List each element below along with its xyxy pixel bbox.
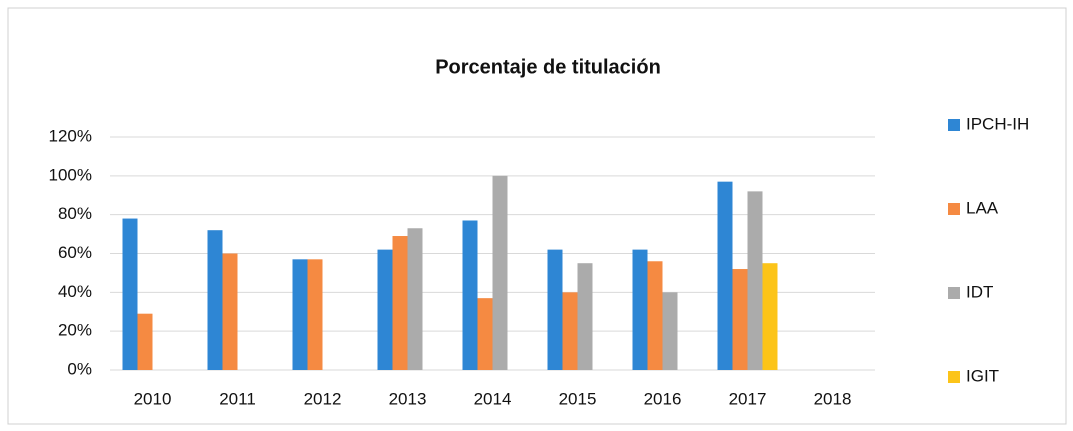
bar (407, 228, 423, 370)
legend-swatch (948, 371, 960, 383)
x-tick-label: 2013 (389, 389, 427, 408)
bar (732, 269, 748, 370)
legend-swatch (948, 119, 960, 131)
x-tick-label: 2010 (134, 389, 172, 408)
bar (392, 236, 408, 370)
y-tick-label: 40% (58, 282, 92, 301)
x-tick-label: 2016 (644, 389, 682, 408)
legend-label: IPCH-IH (966, 114, 1029, 133)
bar (137, 313, 153, 370)
legend-label: LAA (966, 198, 999, 217)
y-tick-label: 100% (49, 165, 92, 184)
x-tick-label: 2015 (559, 389, 597, 408)
y-tick-label: 80% (58, 204, 92, 223)
x-tick-label: 2018 (814, 389, 852, 408)
bar (747, 191, 763, 370)
legend-swatch (948, 287, 960, 299)
bar (462, 220, 478, 370)
y-tick-label: 120% (49, 126, 92, 145)
bar (632, 249, 648, 370)
bar (377, 249, 393, 370)
bar (122, 218, 138, 370)
bar (207, 230, 223, 370)
x-tick-label: 2017 (729, 389, 767, 408)
x-tick-label: 2011 (219, 389, 256, 408)
bar (717, 181, 733, 370)
bar (577, 263, 593, 370)
chart-border (7, 7, 1067, 425)
chart-title: Porcentaje de titulación (435, 56, 661, 78)
bar (562, 292, 578, 370)
legend-label: IDT (966, 282, 993, 301)
x-tick-label: 2012 (304, 389, 342, 408)
x-tick-label: 2014 (474, 389, 512, 408)
y-tick-label: 60% (58, 243, 92, 262)
bar (222, 253, 238, 370)
y-tick-label: 0% (67, 359, 92, 378)
y-tick-label: 20% (58, 321, 92, 340)
legend-swatch (948, 203, 960, 215)
bar (762, 263, 778, 370)
bar (662, 292, 678, 370)
bar (307, 259, 323, 370)
bar (647, 261, 663, 370)
bar (477, 298, 493, 370)
bar (492, 175, 508, 370)
bar (547, 249, 563, 370)
legend-label: IGIT (966, 366, 999, 385)
bar (292, 259, 308, 370)
